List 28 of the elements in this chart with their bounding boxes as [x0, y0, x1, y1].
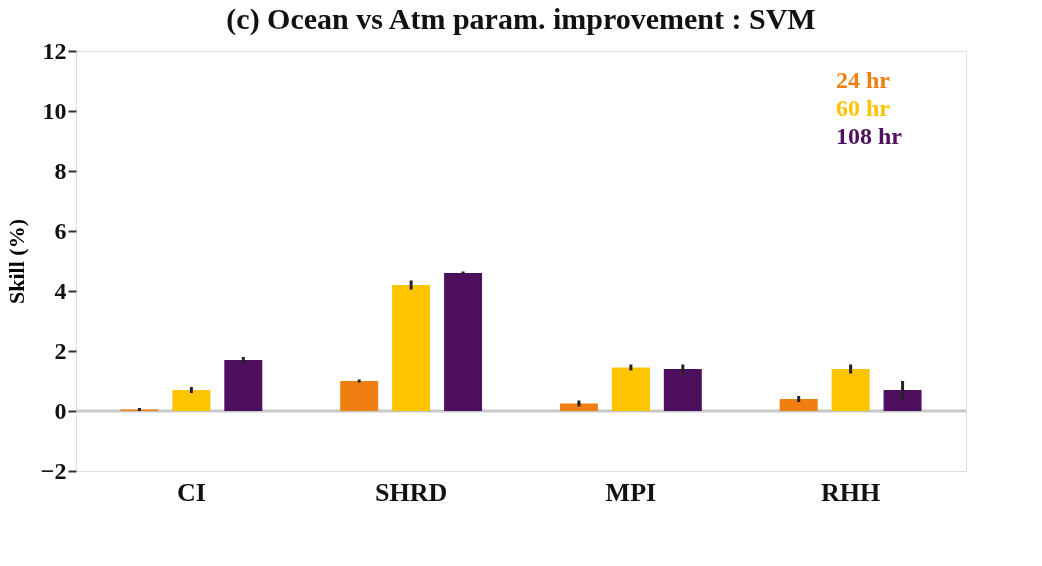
y-tick-label: 6 [54, 217, 67, 244]
y-tick-label: −2 [40, 457, 67, 484]
y-tick-label: 12 [42, 37, 67, 64]
bar [444, 273, 483, 411]
text: 60 hr [836, 95, 891, 121]
bar [340, 381, 379, 411]
text: 24 hr [836, 67, 891, 93]
y-tick-label: 2 [54, 337, 67, 364]
bar [224, 360, 263, 411]
bar [611, 367, 650, 411]
x-tick-label: SHRD [375, 477, 448, 507]
x-tick-label: CI [176, 477, 206, 507]
chart-title: (c) Ocean vs Atm param. improvement : SVM [226, 2, 816, 36]
bar [779, 399, 818, 411]
bar [392, 285, 431, 411]
y-tick-label: 0 [54, 397, 67, 424]
bar [831, 369, 870, 411]
y-axis-title: Skill (%) [3, 219, 29, 304]
text: 108 hr [836, 123, 903, 149]
y-tick-label: 10 [42, 97, 67, 124]
y-tick-label: 8 [54, 157, 67, 184]
bar [559, 403, 598, 411]
y-tick-label: 4 [54, 277, 67, 304]
x-tick-label: RHH [821, 477, 881, 507]
bar [663, 369, 702, 411]
bar [172, 390, 211, 411]
x-tick-label: MPI [605, 477, 657, 507]
bar [883, 390, 922, 411]
